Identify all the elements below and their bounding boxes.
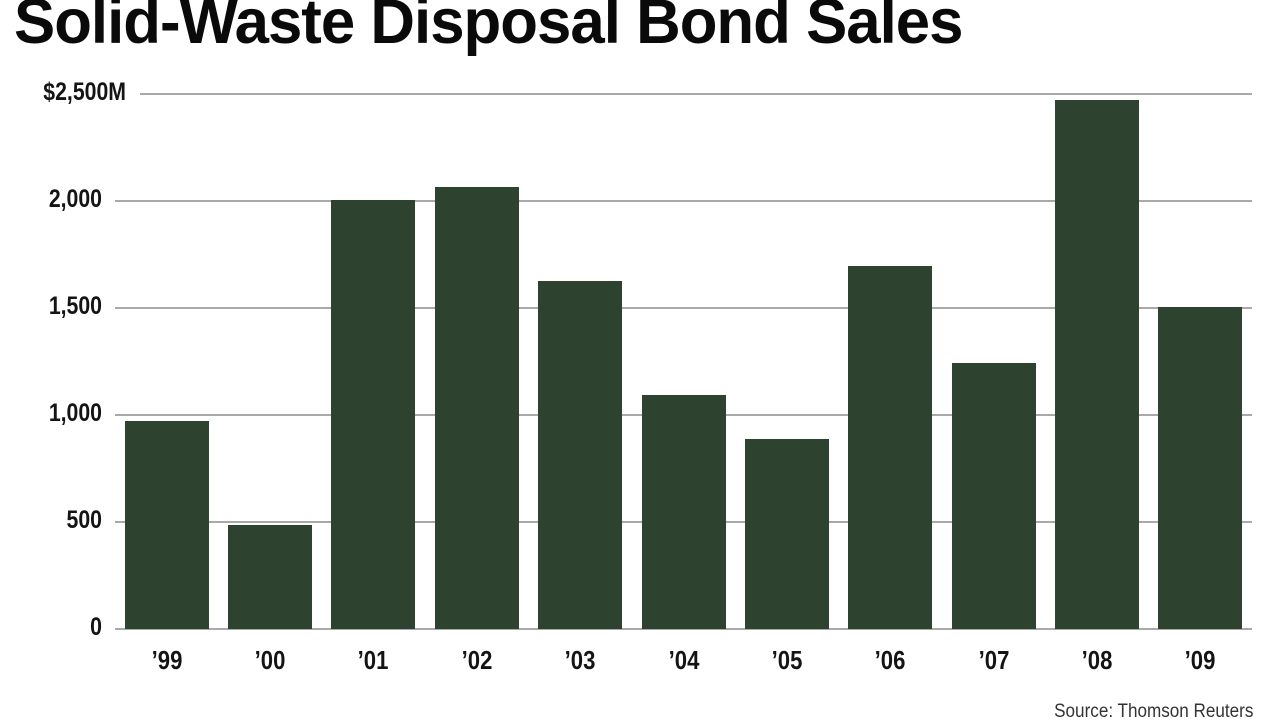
x-axis-tick-label: ’03: [564, 645, 596, 675]
gridline: [115, 307, 1252, 309]
source-note: Source: Thomson Reuters: [1053, 701, 1253, 722]
gridline: [115, 628, 1252, 630]
x-axis-tick-label: ’06: [874, 645, 906, 675]
chart-title: Solid-Waste Disposal Bond Sales: [14, 0, 963, 57]
bar-02: [434, 187, 519, 629]
bar-06: [848, 266, 933, 629]
bar-99: [124, 421, 209, 629]
x-axis-tick-label: ’08: [1081, 645, 1113, 675]
gridline: [140, 93, 1252, 95]
y-axis-tick-label: 1,500: [48, 292, 102, 320]
x-axis-tick-label: ’05: [771, 645, 803, 675]
x-axis-tick-label: ’01: [358, 645, 389, 675]
bar-03: [538, 281, 623, 629]
bar-04: [641, 394, 726, 629]
bar-09: [1158, 306, 1243, 629]
y-axis-tick-label: 0: [90, 613, 102, 641]
bar-05: [744, 438, 829, 629]
x-axis-tick-label: ’99: [151, 645, 183, 675]
y-axis-tick-label: 500: [66, 506, 102, 534]
x-axis-tick-label: ’07: [978, 645, 1009, 675]
y-axis-tick-label: 1,000: [48, 399, 102, 427]
x-axis-tick-label: ’02: [461, 645, 493, 675]
bar-01: [331, 199, 416, 629]
x-axis-tick-label: ’04: [668, 645, 699, 675]
x-axis-tick-label: ’09: [1184, 645, 1216, 675]
gridline: [115, 200, 1252, 202]
y-axis-tick-label: 2,000: [48, 185, 102, 213]
bar-08: [1054, 100, 1139, 629]
bar-07: [951, 362, 1036, 629]
y-axis-tick-label: $2,500M: [43, 78, 126, 106]
x-axis-tick-label: ’00: [254, 645, 286, 675]
bar-00: [228, 525, 313, 629]
